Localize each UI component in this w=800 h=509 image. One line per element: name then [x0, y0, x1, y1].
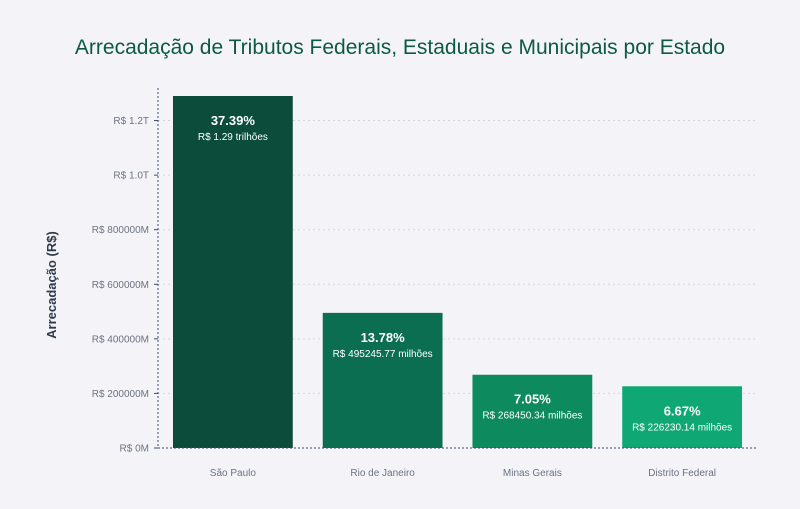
y-ticks: R$ 0M R$ 200000M R$ 400000M R$ 600000M R$ 80…	[92, 116, 158, 455]
bar-amount-label: R$ 268450.34 milhões	[482, 411, 582, 422]
bar-percent-label: 7.05%	[514, 392, 551, 407]
y-tick-label: R$ 1.0T	[113, 171, 149, 182]
y-axis-label: Arrecadação (R$)	[44, 231, 59, 339]
y-tick-label: R$ 600000M	[92, 280, 149, 291]
x-tick-label: São Paulo	[210, 468, 257, 479]
bar-percent-label: 13.78%	[361, 330, 406, 345]
bar-percent-label: 37.39%	[211, 113, 256, 128]
y-tick-label: R$ 1.2T	[113, 116, 149, 127]
bar-amount-label: R$ 1.29 trilhões	[198, 132, 268, 143]
bar-percent-label: 6.67%	[664, 403, 701, 418]
bar-1	[322, 312, 443, 448]
y-tick-label: R$ 0M	[120, 444, 149, 455]
x-tick-label: Rio de Janeiro	[350, 468, 415, 479]
bar-0	[172, 96, 293, 448]
data-labels: 37.39% R$ 1.29 trilhões 13.78% R$ 495245.77…	[198, 113, 732, 433]
y-tick-label: R$ 400000M	[92, 334, 149, 345]
y-tick-label: R$ 200000M	[92, 389, 149, 400]
x-ticks: São Paulo Rio de Janeiro Minas Gerais Distr…	[210, 468, 716, 479]
bar-2	[472, 374, 593, 448]
y-tick-label: R$ 800000M	[92, 225, 149, 236]
bar-amount-label: R$ 226230.14 milhões	[632, 422, 732, 433]
bar-3	[622, 386, 743, 448]
x-tick-label: Distrito Federal	[648, 468, 716, 479]
bars	[172, 96, 743, 448]
x-tick-label: Minas Gerais	[503, 468, 562, 479]
bar-amount-label: R$ 495245.77 milhões	[333, 349, 433, 360]
chart-title: Arrecadação de Tributos Federais, Estadu…	[75, 36, 725, 59]
